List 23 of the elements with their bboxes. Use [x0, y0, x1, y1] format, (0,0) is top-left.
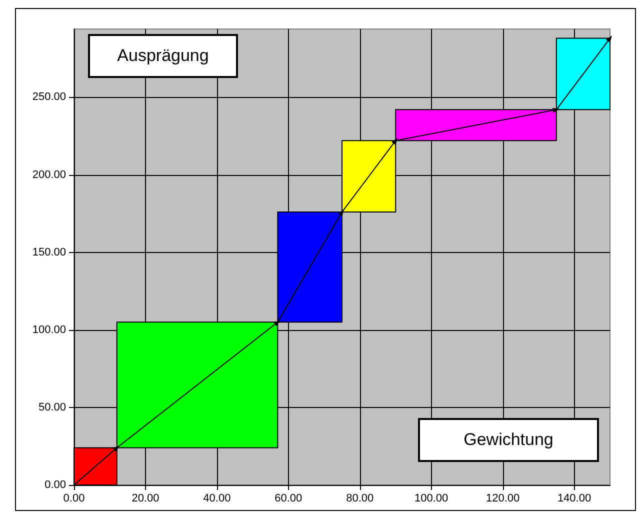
point [112, 445, 120, 452]
point [392, 138, 398, 145]
x-tick-label: 20.00 [132, 492, 160, 504]
text-box: Gewichtung [418, 418, 599, 462]
x-tick-label: 80.00 [346, 492, 374, 504]
y-tick-label: 150.00 [32, 246, 66, 258]
x-tick-label: 140.00 [557, 492, 592, 504]
point [338, 209, 344, 216]
y-tick-label: 50.00 [38, 401, 66, 414]
point [273, 320, 280, 326]
point [606, 36, 612, 43]
y-tick-label: 250.00 [32, 91, 66, 104]
y-tick-label: 0.00 [44, 479, 66, 491]
x-tick-label: 0.00 [63, 492, 85, 504]
x-tick-label: 40.00 [203, 492, 231, 504]
x-axis-title: Gewichtung [464, 430, 554, 450]
x-tick-label: 120.00 [486, 492, 520, 504]
y-axis-title: Ausprägung [117, 46, 209, 66]
y-tick-label: 100.00 [32, 324, 66, 336]
y-tick-label: 200.00 [32, 168, 66, 181]
text-box: Ausprägung [88, 34, 238, 78]
x-tick-label: 60.00 [274, 492, 302, 504]
x-tick-label: 100.00 [414, 492, 448, 504]
